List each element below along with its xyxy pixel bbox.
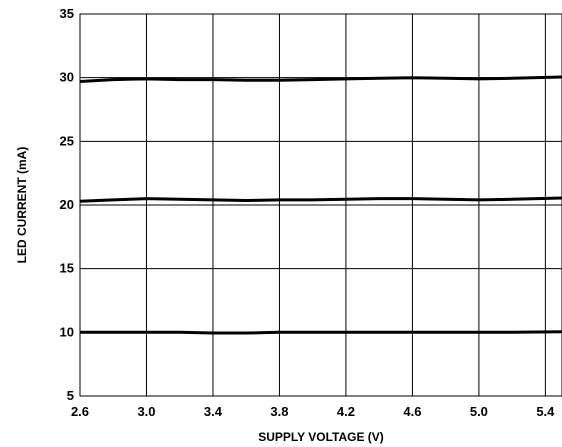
y-tick-label: 15 [60, 261, 74, 276]
x-tick-label: 4.6 [403, 404, 421, 419]
x-tick-label: 3.0 [137, 404, 155, 419]
y-tick-label: 25 [60, 133, 74, 148]
x-tick-label: 5.0 [470, 404, 488, 419]
y-tick-label: 10 [60, 324, 74, 339]
y-tick-label: 5 [67, 388, 74, 403]
y-axis-label: LED CURRENT (mA) [15, 147, 29, 264]
x-tick-label: 3.4 [204, 404, 223, 419]
grid [79, 13, 562, 397]
x-tick-label: 4.2 [337, 404, 355, 419]
series-line-1 [79, 196, 562, 203]
x-axis-label: SUPPLY VOLTAGE (V) [258, 430, 384, 444]
y-tick-label: 20 [60, 197, 74, 212]
x-tick-labels: 2.6 3.0 3.4 3.8 4.2 4.6 5.0 5.4 [71, 404, 555, 419]
y-tick-labels: 5 10 15 20 25 30 35 [60, 6, 74, 403]
series-line-0 [79, 75, 562, 83]
x-tick-label: 2.6 [71, 404, 89, 419]
x-tick-label: 3.8 [270, 404, 288, 419]
series-line-2 [80, 330, 562, 335]
y-tick-label: 30 [60, 70, 74, 85]
plot-frame [79, 13, 562, 397]
y-tick-label: 35 [60, 6, 74, 21]
series-layer [79, 75, 562, 335]
x-tick-label: 5.4 [536, 404, 555, 419]
